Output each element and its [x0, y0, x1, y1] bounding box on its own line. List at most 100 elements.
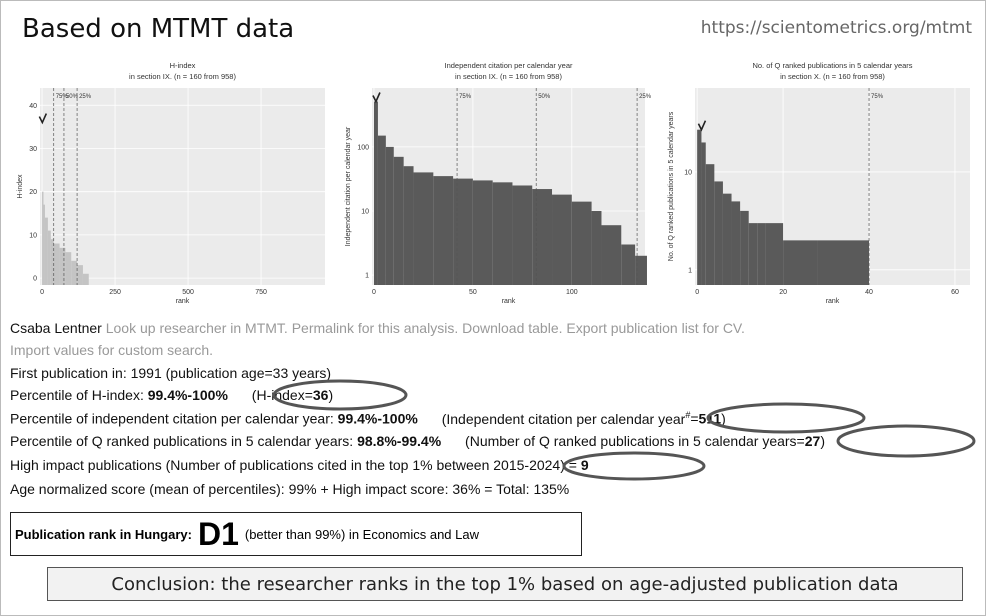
percentile: 98.8%-99.4%	[357, 433, 442, 449]
high-impact-line: High impact publications (Number of publ…	[10, 457, 589, 473]
percentile-label: 75%	[56, 94, 69, 100]
link[interactable]: Look up researcher in MTMT.	[105, 320, 288, 336]
area-step	[71, 260, 78, 285]
value: 27	[804, 433, 821, 449]
area-step	[44, 217, 48, 285]
bar	[413, 172, 434, 285]
y-tick-label: 30	[29, 146, 37, 153]
area-step	[59, 247, 66, 285]
chart-subtitle: in section IX. (n = 160 from 958)	[129, 72, 236, 81]
bar	[385, 146, 394, 285]
note: (H-index=	[251, 387, 313, 403]
x-tick-label: 0	[695, 289, 699, 296]
bar	[492, 182, 513, 285]
percentile-label: 25%	[639, 94, 652, 100]
y-tick-label: 1	[688, 267, 692, 274]
area-step	[65, 252, 72, 285]
chart-subtitle: in section IX. (n = 160 from 958)	[455, 72, 562, 81]
note-end: )	[328, 387, 334, 403]
researcher-marker	[697, 120, 707, 132]
x-tick-label: 60	[951, 289, 959, 296]
y-tick-label: 20	[29, 189, 37, 196]
label: Percentile of Q ranked publications in 5…	[10, 433, 354, 449]
y-tick-label: 100	[357, 144, 369, 151]
value: 9	[580, 457, 589, 473]
y-axis-label: No. of Q ranked publications in 5 calend…	[668, 111, 675, 261]
citation-line: Percentile of independent citation per c…	[10, 410, 726, 427]
bar	[393, 156, 404, 285]
note: (Independent citation per calendar year	[441, 410, 686, 427]
h-index-line: Percentile of H-index: 99.4%-100% (H-ind…	[10, 387, 333, 403]
link-line: Import values for custom search.	[10, 342, 213, 358]
bar	[373, 101, 378, 285]
note-eq: =	[690, 410, 699, 427]
x-tick-label: 20	[779, 289, 787, 296]
rank-note: (better than 99%) in Economics and Law	[244, 526, 480, 542]
y-tick-label: 0	[33, 276, 37, 283]
area-step	[53, 243, 60, 285]
rank-box: Publication rank in Hungary: D1 (better …	[10, 512, 582, 556]
bar	[748, 223, 758, 285]
x-tick-label: 50	[469, 289, 477, 296]
percentile-label: 50%	[538, 94, 551, 100]
area-step	[82, 273, 89, 285]
researcher-marker	[372, 92, 381, 104]
x-tick-label: 0	[372, 289, 376, 296]
area-step	[47, 230, 51, 285]
bar	[817, 240, 870, 285]
y-axis-label: H-index	[17, 174, 24, 199]
percentile: 99.4%-100%	[337, 410, 418, 427]
bar	[552, 194, 572, 285]
bar	[601, 225, 622, 285]
link[interactable]: Export publication list for CV.	[566, 320, 745, 336]
chart-title: H-index	[170, 61, 196, 70]
link[interactable]: Permalink for this analysis.	[291, 320, 459, 336]
x-tick-label: 40	[865, 289, 873, 296]
note: (Number of Q ranked publications in 5 ca…	[465, 433, 805, 449]
bar	[472, 180, 493, 285]
y-tick-label: 40	[29, 103, 37, 110]
charts: H-index in section IX. (n = 160 from 958)…	[17, 61, 970, 305]
label: High impact publications (Number of publ…	[10, 457, 577, 473]
value: 36	[312, 387, 329, 403]
percentile: 99.4%-100%	[147, 387, 228, 403]
area-step	[43, 204, 45, 285]
y-tick-label: 10	[361, 208, 369, 215]
bar	[697, 129, 702, 285]
conclusion: Conclusion: the researcher ranks in the …	[47, 567, 963, 601]
percentile-label: 25%	[79, 94, 92, 100]
link[interactable]: Import values for custom search.	[10, 342, 214, 358]
researcher-name: Csaba Lentner	[10, 320, 102, 336]
x-axis-label: rank	[176, 298, 190, 305]
bar	[621, 244, 636, 285]
percentile-label: 75%	[459, 94, 472, 100]
link[interactable]: Download table.	[462, 320, 563, 336]
bar	[403, 166, 414, 285]
x-tick-label: 500	[182, 289, 194, 296]
y-tick-label: 10	[684, 169, 692, 176]
plot-background	[40, 88, 325, 285]
bar	[705, 164, 715, 285]
x-tick-label: 0	[40, 289, 44, 296]
researcher-marker	[38, 113, 48, 125]
chart-subtitle: in section X. (n = 160 from 958)	[780, 72, 885, 81]
chart-title: Independent citation per calendar year	[444, 61, 573, 70]
x-tick-label: 100	[566, 289, 578, 296]
note-end: )	[820, 433, 825, 449]
area-step	[50, 239, 54, 285]
label: Percentile of independent citation per c…	[10, 410, 334, 427]
researcher-line: Csaba Lentner Look up researcher in MTMT…	[10, 320, 745, 336]
bar	[591, 210, 602, 285]
rank-label: Publication rank in Hungary:	[15, 526, 192, 542]
label: Percentile of H-index:	[10, 387, 144, 403]
age-normalized: Age normalized score (mean of percentile…	[10, 481, 570, 497]
bar	[433, 176, 454, 285]
bar	[532, 189, 553, 285]
rank-grade: D1	[197, 515, 239, 552]
bar	[512, 185, 533, 285]
bar	[757, 223, 766, 285]
x-tick-label: 750	[255, 289, 267, 296]
note-end: )	[721, 410, 726, 427]
area-step	[77, 265, 83, 285]
note-sup: #	[685, 410, 691, 420]
